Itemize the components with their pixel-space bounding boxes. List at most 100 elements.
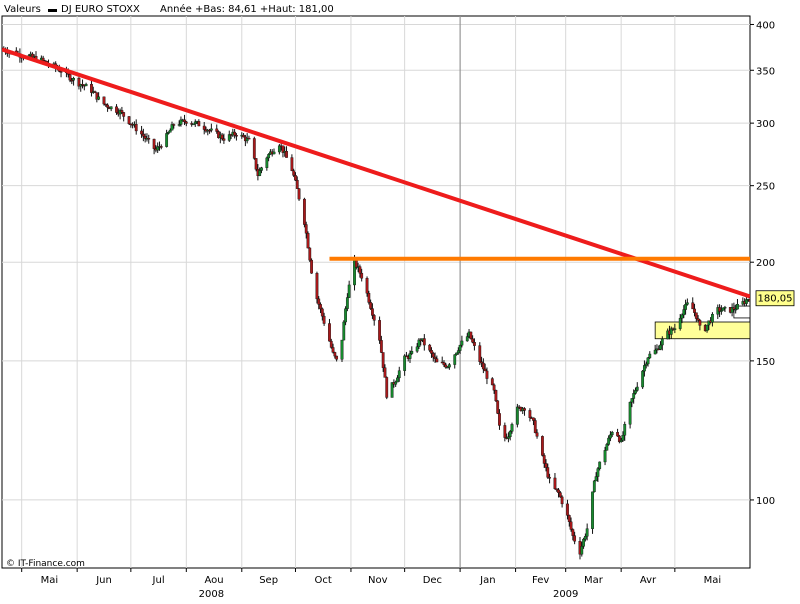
candle-body	[317, 298, 321, 305]
candle-body	[431, 353, 435, 358]
candle-body	[736, 304, 739, 310]
candle-body	[252, 138, 256, 159]
candle-body	[227, 134, 231, 141]
candle-body	[428, 344, 432, 351]
candle-body	[607, 437, 611, 445]
candle-body	[209, 128, 213, 131]
candle-body	[430, 350, 433, 354]
candle-body	[478, 345, 482, 362]
candle-body	[297, 188, 301, 200]
candle-body	[653, 349, 657, 355]
candle-body	[666, 330, 670, 340]
candle-body	[183, 119, 186, 123]
candle-body	[59, 71, 63, 73]
candle-body	[41, 57, 45, 61]
candle-body	[295, 179, 299, 189]
x-tick-label: Mai	[41, 575, 59, 586]
x-year-label: 2009	[553, 589, 578, 600]
candle-body	[165, 133, 169, 147]
candle-body	[281, 145, 285, 153]
candle-body	[235, 135, 238, 137]
candle-body	[535, 432, 539, 437]
candle-body	[583, 536, 587, 540]
header-stats: Année +Bas: 84,61 +Haut: 181,00	[160, 3, 334, 15]
candle-body	[603, 450, 607, 463]
candle-body	[397, 370, 401, 379]
candle-body	[682, 309, 686, 316]
candle-body	[265, 157, 269, 168]
candles	[2, 46, 750, 560]
candle-body	[732, 307, 736, 310]
candle-body	[385, 377, 389, 398]
candle-body	[322, 315, 326, 324]
candle-body	[410, 351, 414, 354]
candle-body	[333, 352, 337, 357]
candle-body	[605, 444, 609, 451]
candle-body	[465, 336, 469, 342]
candle-body	[147, 138, 151, 140]
candle-body	[331, 347, 335, 353]
candle-body	[646, 357, 650, 365]
candle-body	[473, 342, 476, 346]
y-tick-label: 350	[756, 66, 775, 77]
candle-body	[102, 96, 106, 105]
header-bar	[0, 0, 800, 16]
candle-body	[159, 146, 163, 148]
candle-body	[555, 488, 559, 491]
candle-body	[403, 355, 407, 371]
candle-body	[242, 134, 245, 138]
candle-body	[383, 367, 387, 378]
candle-body	[222, 138, 226, 141]
candle-body	[533, 420, 537, 433]
candle-body	[168, 129, 172, 133]
candle-body	[371, 308, 374, 316]
candle-body	[294, 175, 297, 181]
candle-body	[630, 398, 634, 403]
candle-body	[490, 378, 494, 386]
candle-body	[340, 339, 344, 360]
candle-body	[254, 158, 258, 170]
candle-body	[748, 298, 750, 302]
candle-body	[446, 366, 449, 369]
x-year-label: 2008	[199, 589, 224, 600]
candle-body	[591, 491, 594, 529]
x-tick-label: Sep	[259, 575, 278, 586]
x-tick-label: Dec	[423, 575, 442, 586]
candle-body	[192, 123, 195, 126]
candle-body	[197, 121, 201, 127]
candle-body	[453, 354, 457, 365]
candle-body	[644, 363, 648, 366]
candle-body	[394, 381, 398, 385]
candle-body	[745, 299, 748, 304]
candle-body	[498, 413, 501, 426]
candle-body	[390, 382, 394, 398]
candle-body	[734, 308, 738, 311]
current-price-badge: 180,05	[755, 290, 795, 307]
candle-body	[567, 515, 571, 523]
candle-body	[347, 284, 351, 298]
candle-body	[208, 129, 211, 132]
candle-body	[202, 125, 206, 130]
x-tick-label: Oct	[315, 575, 332, 586]
x-tick-label: Jun	[95, 575, 112, 586]
candle-body	[573, 535, 577, 542]
candle-body	[592, 480, 596, 493]
y-tick-label: 200	[756, 258, 775, 269]
candle-body	[544, 463, 548, 468]
y-tick-label: 100	[756, 496, 775, 507]
candle-body	[277, 145, 281, 153]
candle-body	[267, 154, 271, 159]
candle-body	[97, 96, 101, 100]
candle-body	[140, 130, 143, 135]
candle-body	[548, 477, 551, 479]
candle-body	[471, 338, 475, 343]
candle-body	[685, 302, 689, 305]
candle-body	[532, 417, 535, 421]
candle-body	[558, 492, 562, 498]
candle-body	[408, 353, 412, 359]
candle-body	[72, 78, 75, 81]
candle-body	[503, 425, 507, 438]
x-tick-label: Nov	[368, 575, 388, 586]
candle-body	[379, 340, 383, 353]
